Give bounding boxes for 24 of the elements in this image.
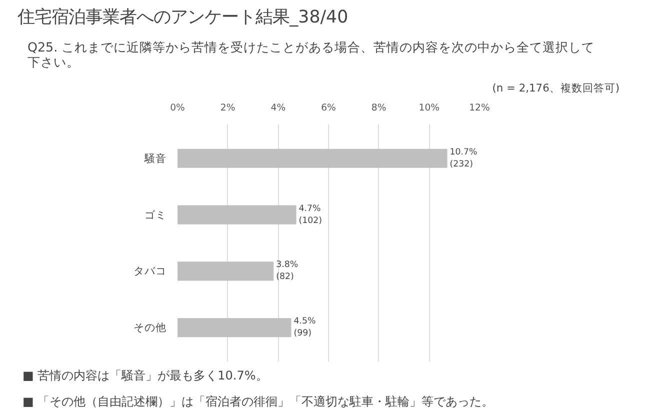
chart-title: 住宅宿泊事業者へのアンケート結果_38/40 xyxy=(16,8,348,28)
y-tick-label: タバコ xyxy=(134,264,166,278)
data-label: 4.5% (99) xyxy=(294,316,316,339)
x-tick-label: 4% xyxy=(270,102,286,114)
bar xyxy=(178,318,292,338)
x-tick-label: 6% xyxy=(321,102,336,114)
text: ■ 「その他（自由記述欄）」は「宿泊者の徘徊」「不適切な駐車・駐輪」等であった。 xyxy=(22,394,494,408)
x-tick-label: 12% xyxy=(469,102,490,114)
data-label: 10.7% (232) xyxy=(450,147,478,170)
data-label: 4.7% (102) xyxy=(298,204,322,226)
data-label: 3.8% (82) xyxy=(276,260,298,282)
x-tick-label: 8% xyxy=(371,102,386,114)
bar xyxy=(178,205,296,224)
text: ■ 苦情の内容は「騒音」が最も多く10.7%。 xyxy=(22,368,268,382)
chart-subtitle: Q25. これまでに近隣等から苦情を受けたことがある場合、苦情の内容を次の中から全て選択して下さい。 xyxy=(28,40,595,70)
bar xyxy=(178,262,274,281)
y-tick-label: ゴミ xyxy=(144,208,166,222)
x-tick-label: 0% xyxy=(170,102,186,114)
y-tick-label: その他 xyxy=(134,321,166,334)
x-tick-label: 2% xyxy=(220,102,236,114)
y-tick-label: 騒音 xyxy=(144,152,166,165)
x-tick-label: 10% xyxy=(418,102,440,114)
text: (n = 2,176、複数回答可) xyxy=(492,82,620,94)
bar xyxy=(178,148,448,168)
